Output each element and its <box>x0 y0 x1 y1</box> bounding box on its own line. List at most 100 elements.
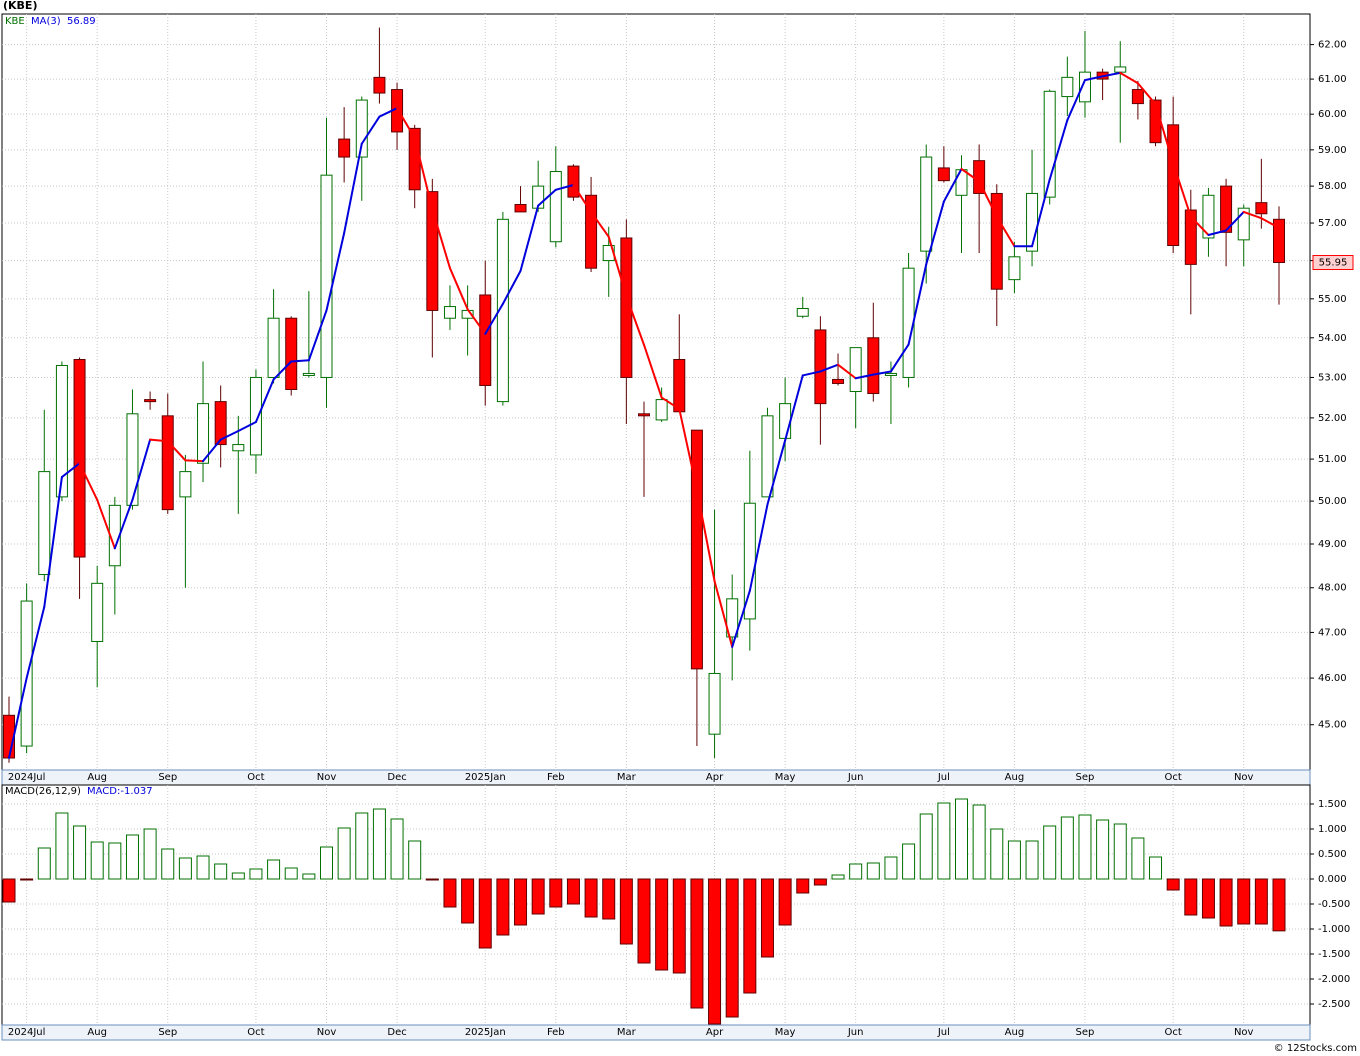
ma-segment <box>607 235 628 298</box>
macd-bar <box>1219 878 1233 927</box>
ma-segment <box>60 462 81 479</box>
ma-segment <box>731 589 751 648</box>
candle-body <box>567 165 580 198</box>
x-tick-label: Apr <box>706 1027 724 1038</box>
macd-bar <box>990 828 1004 880</box>
candle-body <box>514 203 527 213</box>
macd-bar <box>796 878 810 894</box>
ma-segment <box>590 210 610 238</box>
candle-body <box>267 317 280 378</box>
macd-bar <box>919 813 933 880</box>
ma-segment <box>78 462 99 501</box>
x-tick-label: 2024Jul <box>8 772 46 783</box>
x-tick-label: Jul <box>937 772 950 783</box>
x-tick-label: Oct <box>247 1027 264 1038</box>
ma-segment <box>431 208 451 270</box>
macd-bar <box>390 818 404 880</box>
ma-segment <box>1119 71 1139 85</box>
ma-segment <box>484 302 504 335</box>
x-tick-label: 2025Jan <box>465 772 506 783</box>
macd-bar <box>690 878 704 1009</box>
chart-title: (KBE) <box>3 0 37 12</box>
y-tick-label: 1.000 <box>1318 824 1347 835</box>
candle-body <box>1255 202 1268 215</box>
candle-body <box>285 317 298 390</box>
last-price-label: 55.95 <box>1319 257 1348 268</box>
candle-body <box>849 347 862 393</box>
candle-body <box>1237 207 1250 241</box>
candle-body <box>1078 71 1091 103</box>
ma-segment <box>960 167 981 183</box>
y-tick-label: 48.00 <box>1318 583 1347 594</box>
macd-bar <box>1184 878 1198 916</box>
macd-bar <box>672 878 686 974</box>
ma-segment <box>519 204 540 272</box>
macd-bar <box>2 878 16 903</box>
macd-bar <box>866 862 880 880</box>
macd-bar <box>478 878 492 949</box>
x-tick-label: Jul <box>937 1027 950 1038</box>
y-tick-label: 62.00 <box>1318 40 1347 51</box>
x-tick-label: Mar <box>617 772 637 783</box>
macd-bar <box>73 825 87 880</box>
macd-bar <box>302 873 316 880</box>
candle-body <box>38 471 51 576</box>
ma-segment <box>184 459 205 463</box>
ma-segment <box>325 232 346 312</box>
macd-bar <box>813 878 827 886</box>
ma-segment <box>766 439 787 506</box>
macd-bar <box>566 878 580 905</box>
macd-bar <box>496 878 510 936</box>
x-tick-label: Mar <box>617 1027 637 1038</box>
macd-bar <box>1113 823 1127 880</box>
ma-segment <box>660 396 681 410</box>
y-tick-label: 59.00 <box>1318 145 1347 156</box>
y-tick-label: 45.00 <box>1318 720 1347 731</box>
y-tick-label: -1.000 <box>1318 924 1350 935</box>
macd-bar <box>972 804 986 880</box>
macd-bar <box>55 812 69 880</box>
candle-body <box>832 378 845 384</box>
ma-segment <box>360 115 381 145</box>
x-tick-label: May <box>775 1027 796 1038</box>
macd-bar <box>1007 840 1021 880</box>
x-tick-label: 2025Jan <box>465 1027 506 1038</box>
candle-body <box>549 171 562 243</box>
y-tick-label: 57.00 <box>1318 218 1347 229</box>
macd-bar <box>267 859 281 880</box>
legend-ma: MA(3) <box>31 16 61 27</box>
candle-body <box>338 138 351 158</box>
candle-body <box>638 413 650 417</box>
date-strip <box>1 769 1311 786</box>
candle-body <box>55 364 68 498</box>
ma-segment <box>713 580 734 648</box>
ma-segment <box>1189 215 1210 236</box>
candle-body <box>690 429 703 670</box>
y-tick-label: 46.00 <box>1318 673 1347 684</box>
ma-segment <box>43 476 63 608</box>
candle-body <box>655 399 668 421</box>
macd-bar <box>320 846 333 880</box>
ma-segment <box>784 374 804 442</box>
y-tick-label: 0.500 <box>1318 849 1347 860</box>
ma-segment <box>1066 79 1086 122</box>
macd-bar <box>443 878 457 908</box>
y-tick-label: -2.000 <box>1318 974 1350 985</box>
y-tick-label: 53.00 <box>1318 372 1347 383</box>
ma-segment <box>237 420 257 432</box>
candle-body <box>443 306 456 319</box>
x-tick-label: Oct <box>1165 1027 1182 1038</box>
date-strip <box>1 1024 1311 1041</box>
x-tick-label: Nov <box>317 772 337 783</box>
candle-body <box>1131 89 1144 105</box>
legend-macd: MACD(26,12,9) <box>5 786 81 797</box>
macd-bar <box>1131 837 1145 880</box>
x-tick-label: Feb <box>547 772 565 783</box>
ma-segment <box>1136 82 1157 106</box>
ma-segment <box>290 359 310 363</box>
candle-body <box>20 600 33 747</box>
y-tick-label: -0.500 <box>1318 899 1350 910</box>
ma-segment <box>396 107 416 140</box>
macd-bar <box>249 868 263 880</box>
macd-bar <box>1060 816 1074 880</box>
